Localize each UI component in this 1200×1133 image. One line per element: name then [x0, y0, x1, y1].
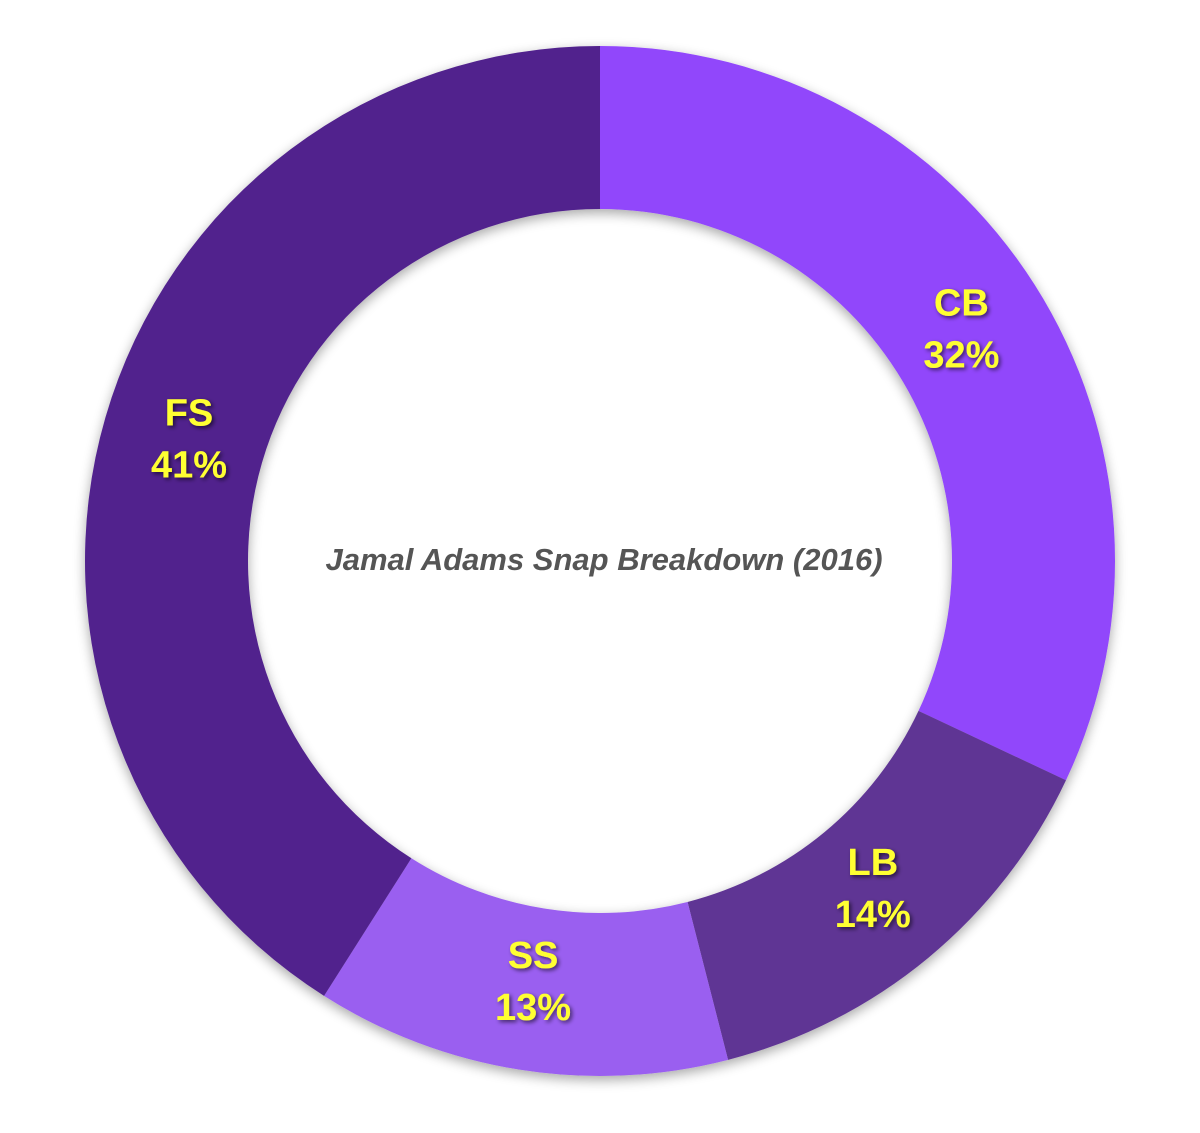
- slice-label-ss: SS 13%: [495, 935, 571, 1029]
- slice-value-label: 41%: [151, 445, 227, 487]
- slice-value-label: 14%: [835, 894, 911, 936]
- labels-layer: CB 32% LB 14% SS 13% FS 41%: [151, 283, 999, 1029]
- slice-label-cb: CB 32%: [923, 283, 999, 377]
- slice-category-label: CB: [934, 283, 989, 325]
- slice-lb: [687, 710, 1066, 1060]
- slice-fs: [85, 46, 601, 996]
- slice-label-fs: FS 41%: [151, 393, 227, 487]
- slice-value-label: 13%: [495, 987, 571, 1029]
- slice-category-label: LB: [847, 842, 898, 884]
- slice-value-label: 32%: [923, 335, 999, 377]
- slice-label-lb: LB 14%: [835, 842, 911, 936]
- slices-layer: [85, 46, 1115, 1076]
- slice-cb: [600, 46, 1115, 781]
- chart-title: Jamal Adams Snap Breakdown (2016): [325, 542, 882, 577]
- slice-category-label: FS: [165, 393, 214, 435]
- slice-category-label: SS: [508, 935, 559, 977]
- slice-ss: [324, 858, 729, 1076]
